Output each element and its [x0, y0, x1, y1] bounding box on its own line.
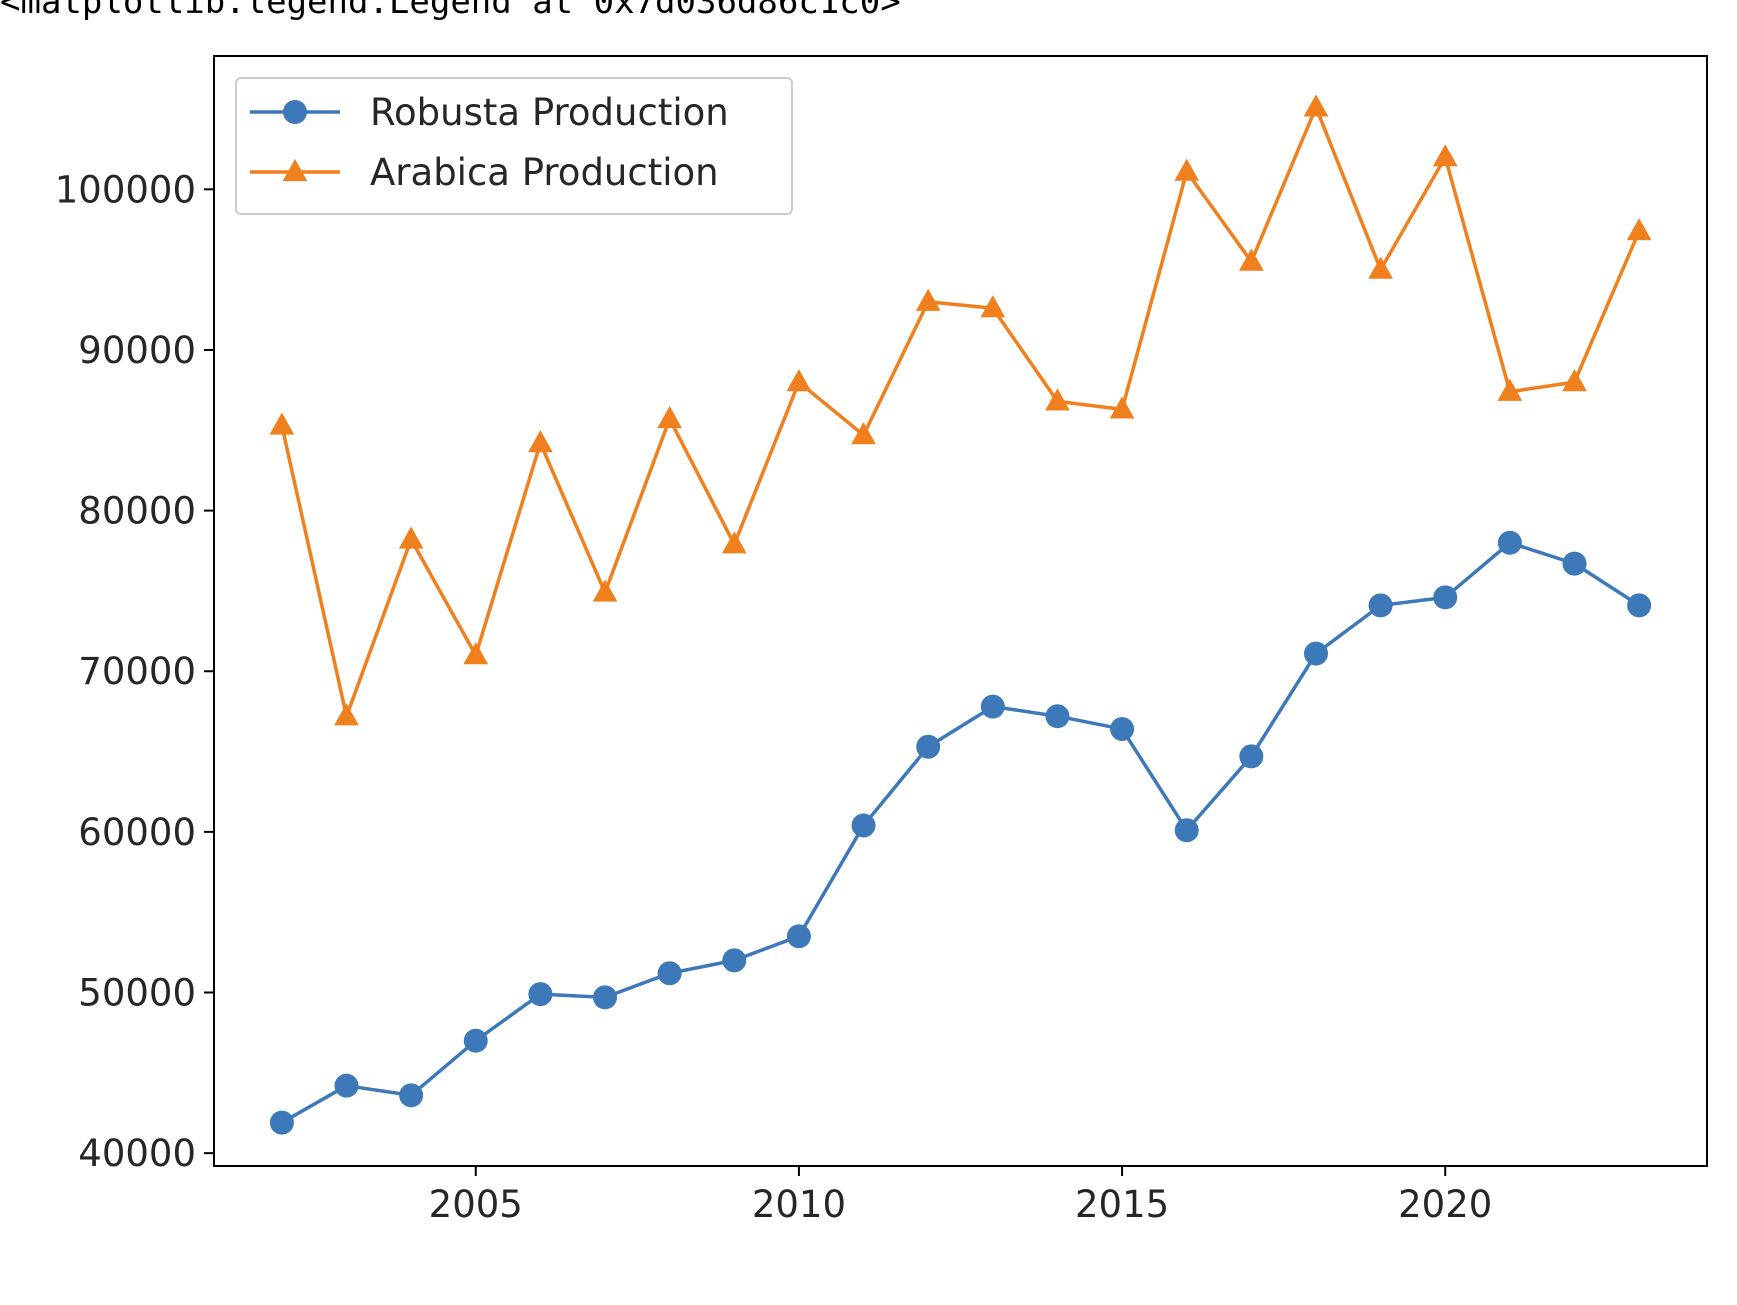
x-tick-label: 2015 — [1075, 1183, 1169, 1226]
y-tick-label: 50000 — [78, 972, 196, 1015]
data-point — [1303, 641, 1328, 666]
data-point — [1626, 218, 1652, 241]
data-point — [592, 579, 618, 602]
data-point — [399, 1083, 424, 1108]
series-robusta-production — [269, 530, 1652, 1135]
data-point — [1627, 593, 1652, 618]
data-point — [1433, 585, 1458, 610]
data-point — [334, 703, 359, 726]
data-point — [1239, 744, 1264, 769]
data-point — [786, 924, 811, 949]
y-tick-label: 100000 — [55, 168, 196, 211]
data-point — [269, 1110, 294, 1135]
data-point — [593, 985, 618, 1010]
data-point — [1238, 248, 1264, 271]
legend-label: Arabica Production — [370, 151, 719, 194]
data-point — [980, 295, 1006, 318]
legend-marker — [283, 100, 307, 124]
data-point — [1174, 818, 1199, 843]
data-point — [1174, 158, 1200, 181]
data-point — [1303, 94, 1329, 117]
data-point — [1368, 593, 1393, 618]
data-point — [1562, 369, 1587, 392]
data-point — [269, 412, 295, 435]
cell-output-text: <matplotlib.legend.Legend at 0x7d036d86c… — [0, 0, 901, 22]
data-point — [528, 430, 553, 453]
legend-item: Robusta Production — [250, 91, 729, 134]
y-tick-label: 40000 — [78, 1132, 196, 1175]
data-point — [398, 526, 424, 549]
x-tick-label: 2020 — [1398, 1183, 1492, 1226]
data-point — [915, 288, 941, 311]
data-point — [334, 1073, 359, 1098]
x-tick-label: 2005 — [429, 1183, 523, 1226]
y-tick-label: 80000 — [78, 490, 196, 533]
data-point — [1110, 717, 1135, 742]
series-line — [280, 540, 1641, 1125]
data-point — [657, 406, 683, 429]
data-point — [722, 948, 747, 973]
data-point — [1497, 530, 1522, 555]
data-point — [657, 961, 682, 986]
legend: Robusta Production Arabica Production — [235, 77, 793, 215]
y-tick-label: 90000 — [78, 329, 196, 372]
series-layer — [269, 94, 1652, 1135]
legend-item: Arabica Production — [250, 151, 719, 194]
legend-box — [235, 77, 793, 215]
data-point — [1497, 378, 1523, 401]
data-point — [1562, 551, 1587, 576]
data-point — [463, 642, 489, 665]
y-tick-label: 60000 — [78, 811, 196, 854]
axes-frame — [213, 55, 1708, 1167]
data-point — [1045, 388, 1070, 411]
data-point — [980, 694, 1005, 719]
x-tick-label: 2010 — [752, 1183, 846, 1226]
y-axis-ticks: 40000 50000 60000 70000 80000 90000 100000 — [55, 168, 214, 1175]
series-line — [280, 105, 1641, 718]
data-point — [1368, 256, 1393, 279]
data-point — [786, 369, 812, 392]
legend-marker — [282, 159, 308, 182]
data-point — [1045, 704, 1070, 729]
series-arabica-production — [269, 94, 1652, 726]
y-tick-label: 70000 — [78, 650, 196, 693]
legend-label: Robusta Production — [370, 91, 729, 134]
data-point — [1432, 144, 1458, 167]
data-point — [851, 422, 876, 445]
data-point — [851, 813, 876, 838]
data-point — [463, 1028, 488, 1053]
x-axis-ticks: 2005 2010 2015 2020 — [429, 1166, 1492, 1226]
data-point — [721, 531, 747, 554]
data-point — [1109, 396, 1135, 419]
data-point — [916, 734, 941, 759]
data-point — [528, 982, 553, 1007]
